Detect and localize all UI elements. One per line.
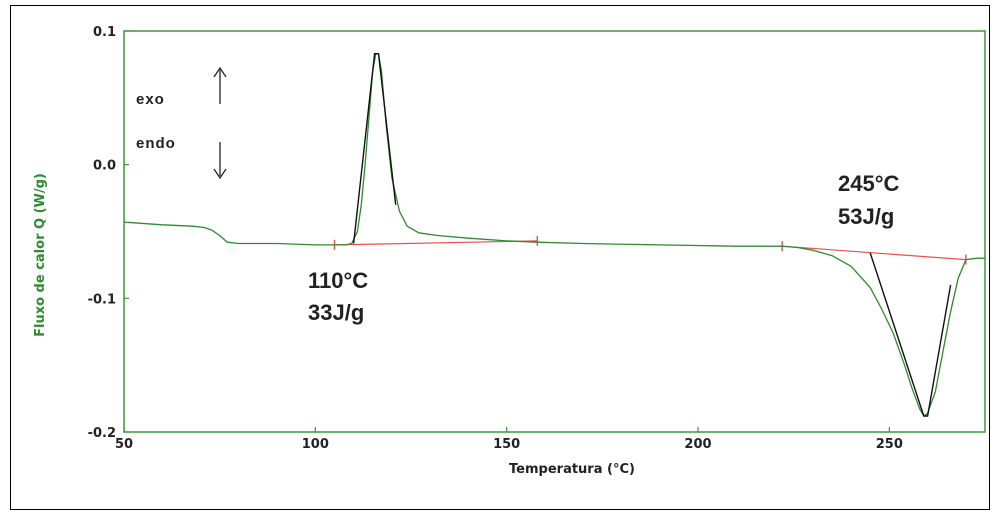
- figure-frame: [10, 5, 990, 510]
- dsc-heat-flow-curve: [123, 53, 985, 417]
- x-tick-label: 250: [876, 437, 903, 452]
- peak-integration-line: [352, 53, 397, 244]
- exo-label: exo: [136, 91, 165, 108]
- peak1-enthalpy: 33J/g: [308, 300, 364, 325]
- baseline-line: [782, 245, 966, 261]
- endo-label: endo: [136, 135, 176, 152]
- y-tick-label: -0.1: [88, 292, 116, 307]
- peak2-temperature: 245°C: [838, 171, 900, 196]
- x-tick-label: 150: [493, 437, 520, 452]
- x-tick-label: 50: [115, 437, 133, 452]
- y-axis-label: Fluxo de calor Q (W/g): [33, 173, 48, 337]
- y-tick-label: -0.2: [88, 426, 116, 441]
- y-tick-label: 0.0: [93, 159, 116, 174]
- x-axis-label: Temperatura (°C): [509, 462, 635, 477]
- peak1-temperature: 110°C: [308, 268, 368, 293]
- endo-arrow-icon: [213, 142, 227, 180]
- y-tick-label: 0.1: [93, 25, 116, 40]
- baseline-line: [334, 240, 538, 246]
- peak-integration-line: [869, 252, 952, 417]
- peak2-enthalpy: 53J/g: [838, 204, 894, 229]
- x-tick-label: 200: [684, 437, 711, 452]
- exo-arrow-icon: [213, 66, 227, 104]
- x-tick-label: 100: [302, 437, 329, 452]
- plot-area-frame: [123, 30, 986, 433]
